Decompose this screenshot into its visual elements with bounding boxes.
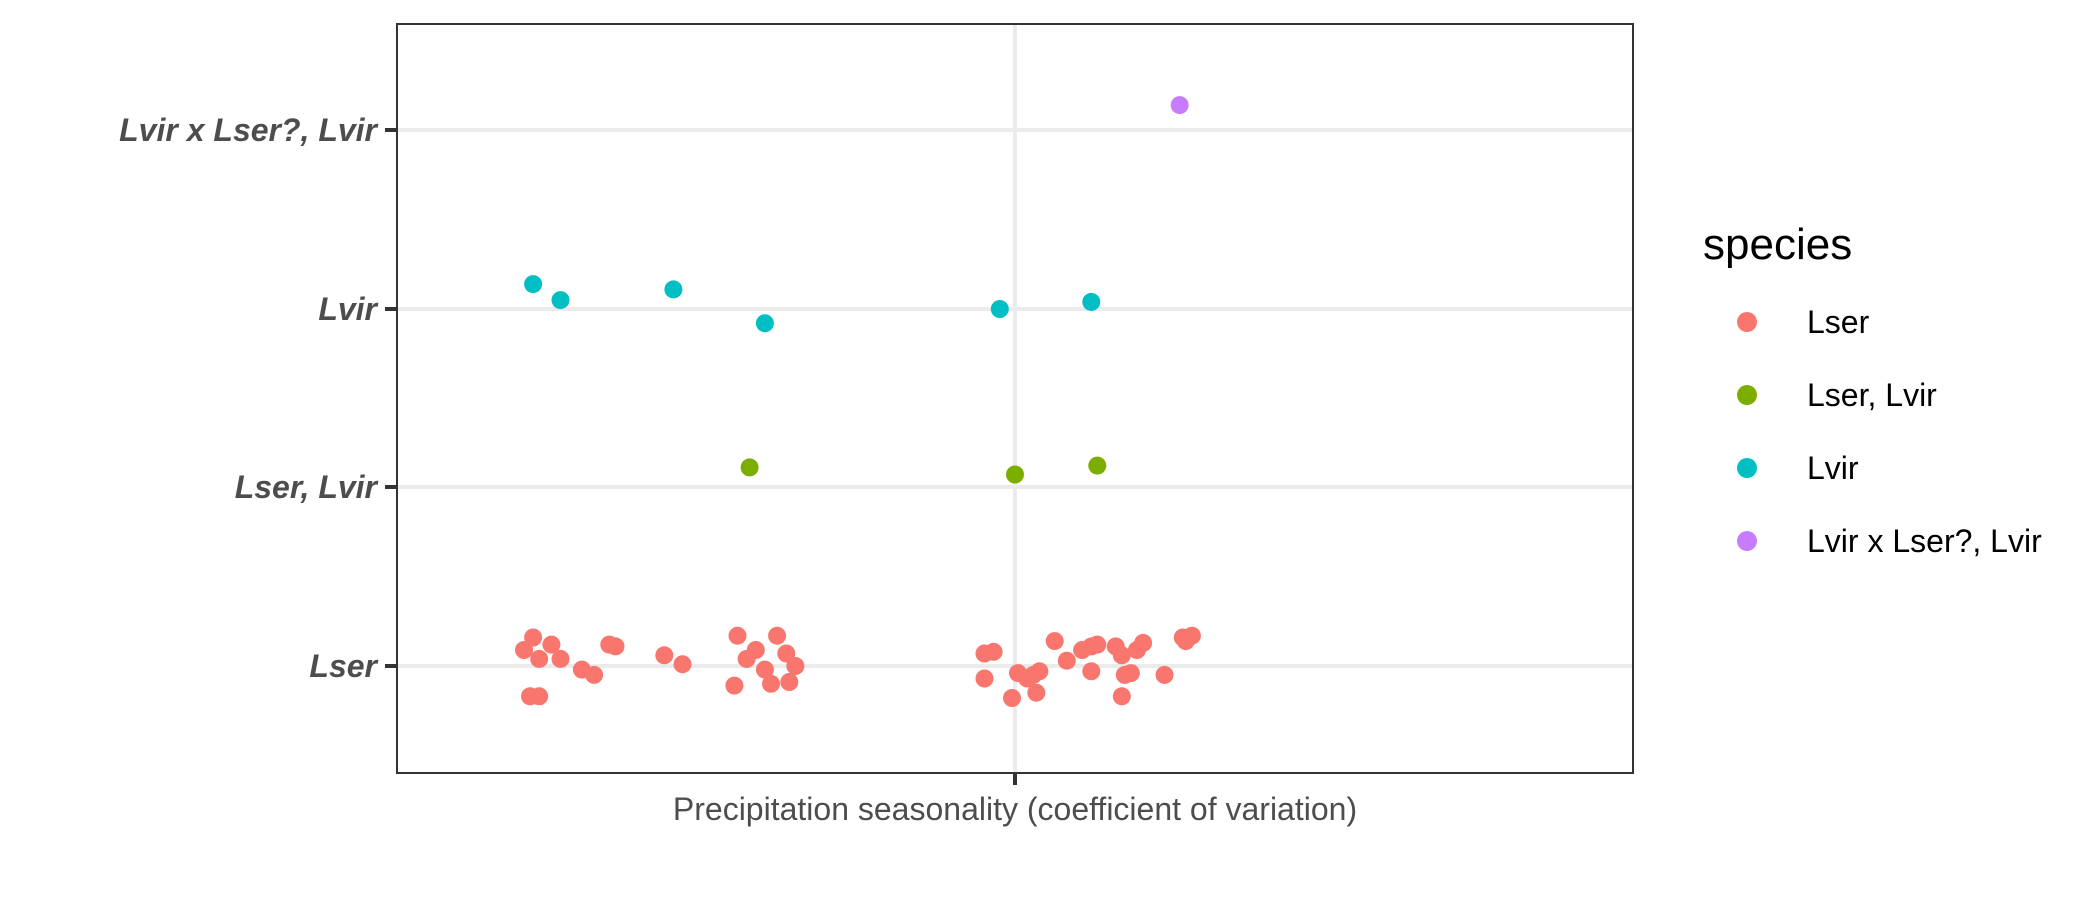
point-lvir-3 xyxy=(664,280,683,299)
legend-label-lvir-x-lser-lvir: Lvir x Lser?, Lvir xyxy=(1807,523,2042,559)
legend-key-lvir xyxy=(1737,458,1757,478)
point-lser-20 xyxy=(768,626,787,645)
legend-label-lser: Lser xyxy=(1807,304,1870,340)
point-lser-11 xyxy=(606,637,625,656)
point-lser-22 xyxy=(780,673,799,691)
point-lser-6 xyxy=(542,635,561,654)
legend-title: species xyxy=(1703,220,1852,269)
point-lser-25 xyxy=(975,669,994,688)
point-lser-46 xyxy=(1155,665,1174,684)
legend: species Lser Lser, Lvir Lvir Lvir x Lser?, … xyxy=(1703,220,2042,559)
point-lser-37 xyxy=(1082,662,1101,681)
legend-label-lvir: Lvir xyxy=(1807,450,1859,486)
point-lser-12 xyxy=(655,646,674,665)
point-lvir-1 xyxy=(524,275,543,294)
legend-key-lvir-x-lser-lvir xyxy=(1737,531,1757,551)
point-lser-49 xyxy=(1182,626,1201,645)
point-lser-33 xyxy=(1045,632,1064,651)
point-lser-21 xyxy=(777,644,796,663)
point-lvir-6 xyxy=(1082,292,1101,311)
point-lvir-x-lser-lvir-1 xyxy=(1170,96,1189,115)
point-lser-13 xyxy=(673,655,692,674)
point-lser-lvir-3 xyxy=(1088,456,1107,475)
point-lser-15 xyxy=(728,626,747,645)
point-lser-26 xyxy=(984,642,1003,661)
point-lser-34 xyxy=(1057,651,1076,670)
points-layer xyxy=(515,96,1201,707)
point-lser-4 xyxy=(530,649,549,668)
point-lser-23 xyxy=(786,657,805,675)
point-lvir-5 xyxy=(990,300,1009,318)
point-lser-1 xyxy=(515,641,533,659)
point-lser-17 xyxy=(746,641,765,659)
legend-label-lser-lvir: Lser, Lvir xyxy=(1807,377,1937,413)
point-lser-lvir-2 xyxy=(1006,465,1024,484)
point-lser-40 xyxy=(1112,646,1131,665)
point-lser-19 xyxy=(762,674,780,693)
point-lser-lvir-1 xyxy=(740,458,759,477)
y-tick-label-lser-lvir: Lser, Lvir xyxy=(235,469,379,505)
legend-key-lser xyxy=(1737,312,1757,332)
point-lser-43 xyxy=(1121,664,1140,683)
axis-layer: Lser Lser, Lvir Lvir Lvir x Lser?, Lvir xyxy=(119,112,1017,785)
point-lser-14 xyxy=(725,676,744,695)
legend-key-lser-lvir xyxy=(1737,385,1757,405)
grid-layer xyxy=(397,24,1633,773)
y-tick-label-lvir-x-lser-lvir: Lvir x Lser?, Lvir xyxy=(119,112,378,148)
x-axis-title: Precipitation seasonality (coefficient o… xyxy=(673,791,1357,827)
point-lser-32 xyxy=(1030,662,1049,681)
point-lser-5 xyxy=(530,687,549,706)
point-lser-18 xyxy=(755,660,774,679)
point-lser-7 xyxy=(551,649,570,668)
point-lser-27 xyxy=(1003,689,1021,707)
y-tick-label-lvir: Lvir xyxy=(318,291,378,327)
point-lser-31 xyxy=(1027,683,1046,702)
point-lvir-2 xyxy=(551,291,570,310)
point-lser-41 xyxy=(1112,687,1131,706)
point-lvir-4 xyxy=(755,314,774,333)
point-lser-38 xyxy=(1088,635,1107,654)
point-lser-9 xyxy=(585,665,604,684)
y-tick-label-lser: Lser xyxy=(309,648,378,684)
point-lser-2 xyxy=(524,628,543,647)
point-lser-45 xyxy=(1134,633,1153,652)
